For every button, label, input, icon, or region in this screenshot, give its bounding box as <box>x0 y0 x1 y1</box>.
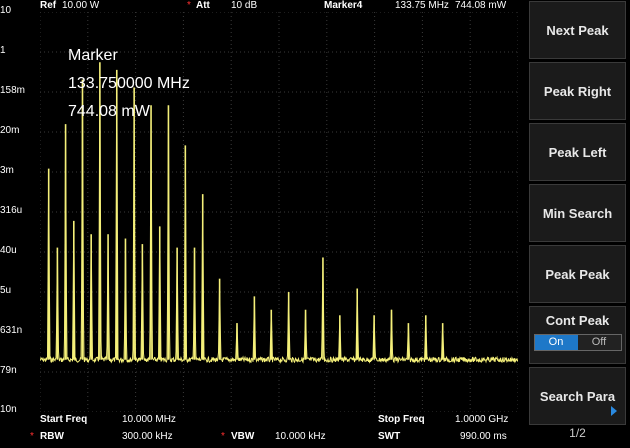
cont-peak-on[interactable]: On <box>534 335 578 350</box>
rbw-star: * <box>30 431 34 442</box>
vbw-value: 10.000 kHz <box>275 431 326 442</box>
trace <box>40 62 518 364</box>
submenu-arrow-icon <box>611 406 617 416</box>
y-tick-label: 3m <box>0 165 14 176</box>
marker-frequency: 133.750000 MHz <box>68 75 190 92</box>
ref-label: Ref <box>40 0 57 11</box>
spectrum-trace-line <box>40 82 518 364</box>
swt-value: 990.00 ms <box>460 431 507 442</box>
peak-left-button[interactable]: Peak Left <box>529 123 626 181</box>
cont-peak-toggle[interactable]: On Off <box>533 334 622 351</box>
min-search-label: Min Search <box>542 205 613 221</box>
cont-peak-button[interactable]: Cont Peak On Off <box>529 306 626 364</box>
cont-peak-off[interactable]: Off <box>577 335 621 350</box>
y-tick-label: 158m <box>0 85 26 96</box>
stop-freq-label: Stop Freq <box>378 414 425 425</box>
grid <box>40 12 518 412</box>
swt-label: SWT <box>378 431 401 442</box>
start-freq-label: Start Freq <box>40 414 88 425</box>
marker-power: 744.08 mW <box>68 103 150 120</box>
y-tick-label: 5u <box>0 285 12 296</box>
marker-label: Marker4 <box>324 0 363 11</box>
y-tick-label: 1 <box>0 45 6 56</box>
rbw-label: RBW <box>40 431 64 442</box>
vbw-star: * <box>221 431 225 442</box>
spectrum-plot[interactable] <box>40 12 518 412</box>
min-search-button[interactable]: Min Search <box>529 184 626 242</box>
bottom-status-bar: Start Freq 10.000 MHz Stop Freq 1.0000 G… <box>0 412 524 448</box>
peak-left-label: Peak Left <box>548 144 607 160</box>
peak-right-button[interactable]: Peak Right <box>529 62 626 120</box>
vbw-label: VBW <box>231 431 255 442</box>
start-freq-value: 10.000 MHz <box>122 414 176 425</box>
peak-right-label: Peak Right <box>543 83 612 99</box>
ref-value: 10.00 W <box>62 0 100 11</box>
marker-title: Marker <box>68 47 118 64</box>
search-para-button[interactable]: Search Para <box>529 367 626 425</box>
y-tick-label: 10 <box>0 5 12 16</box>
top-status-bar: Ref 10.00 W * Att 10 dB Marker4 133.75 M… <box>0 0 524 12</box>
y-tick-label: 20m <box>0 125 20 136</box>
page-indicator: 1/2 <box>569 426 586 440</box>
y-tick-label: 631n <box>0 325 23 336</box>
search-para-label: Search Para <box>539 388 616 404</box>
rbw-value: 300.00 kHz <box>122 431 173 442</box>
peak-peak-button[interactable]: Peak Peak <box>529 245 626 303</box>
y-tick-label: 10n <box>0 404 17 415</box>
marker-power: 744.08 mW <box>455 0 507 11</box>
next-peak-button[interactable]: Next Peak <box>529 1 626 59</box>
y-tick-label: 79n <box>0 365 17 376</box>
att-value: 10 dB <box>231 0 258 11</box>
marker-readout: Marker 133.750000 MHz 744.08 mW <box>68 42 190 126</box>
att-star: * <box>187 0 191 11</box>
y-tick-label: 316u <box>0 205 23 216</box>
peak-peak-label: Peak Peak <box>545 266 610 282</box>
cont-peak-label: Cont Peak <box>545 313 610 328</box>
stop-freq-value: 1.0000 GHz <box>455 414 509 425</box>
next-peak-label: Next Peak <box>546 22 609 38</box>
att-label: Att <box>196 0 210 11</box>
y-tick-label: 40u <box>0 245 17 256</box>
marker-freq: 133.75 MHz <box>395 0 449 11</box>
softkey-menu: Next Peak Peak Right Peak Left Min Searc… <box>527 0 630 448</box>
